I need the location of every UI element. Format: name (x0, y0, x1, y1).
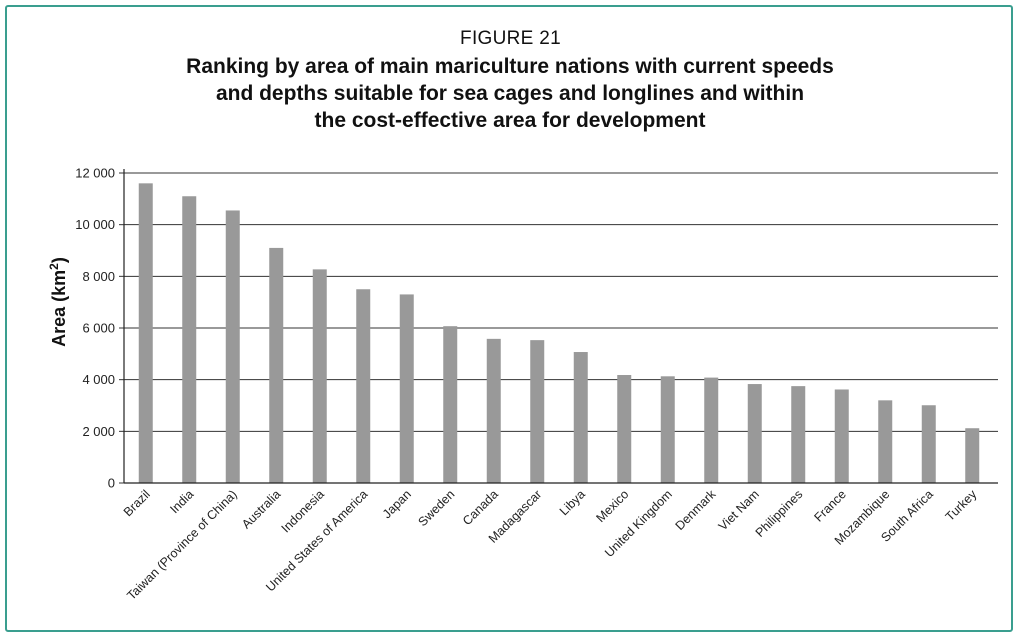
y-tick-label: 0 (108, 476, 115, 491)
bars (138, 183, 980, 484)
y-tick-label: 4 000 (82, 372, 115, 387)
bar (486, 338, 501, 483)
bar (443, 326, 458, 483)
x-tick-label: Libya (557, 487, 588, 518)
x-tick-label: Japan (380, 487, 414, 521)
bar (269, 247, 284, 483)
x-tick-label: Philippines (753, 487, 806, 540)
bar (312, 269, 327, 483)
bar (660, 376, 675, 483)
figure-title: Ranking by area of main mariculture nati… (110, 53, 910, 134)
y-tick-label: 2 000 (82, 424, 115, 439)
x-tick-label: Australia (239, 487, 283, 531)
y-tick-label: 6 000 (82, 321, 115, 336)
figure-title-line: the cost-effective area for development (314, 109, 706, 132)
x-tick-label: France (811, 487, 848, 524)
x-tick-label: Denmark (673, 487, 719, 533)
y-tick-labels: 0 2 000 4 000 6 000 8 000 10 000 12 000 (75, 166, 115, 491)
x-tick-label: Canada (460, 487, 501, 528)
bar (356, 289, 371, 483)
figure-title-line: Ranking by area of main mariculture nati… (186, 55, 834, 78)
bar (617, 375, 632, 483)
bar (747, 384, 762, 483)
bar (573, 352, 588, 483)
x-tick-label: Mexico (593, 487, 631, 525)
y-axis-label: Area (km2) (47, 257, 69, 347)
y-tick-label: 8 000 (82, 269, 115, 284)
bar (965, 428, 980, 483)
figure-label: FIGURE 21 (460, 28, 561, 49)
bar (921, 405, 936, 483)
figure-title-line: and depths suitable for sea cages and lo… (215, 82, 805, 105)
bar (138, 183, 153, 484)
y-tick-label: 12 000 (75, 166, 115, 181)
bar (399, 294, 414, 483)
bar (704, 377, 719, 483)
figure-frame (5, 5, 1013, 632)
bar (530, 340, 545, 483)
bar (834, 389, 849, 483)
x-tick-label: Brazil (121, 487, 153, 519)
bar (225, 210, 240, 484)
axes (119, 169, 998, 484)
bar (878, 400, 893, 483)
x-tick-label: India (167, 487, 196, 516)
bar (791, 386, 806, 483)
bar (182, 196, 197, 483)
y-tick-label: 10 000 (75, 217, 115, 232)
x-tick-label: Sweden (416, 487, 458, 529)
gridlines (124, 172, 998, 432)
x-tick-label: Turkey (943, 487, 980, 524)
